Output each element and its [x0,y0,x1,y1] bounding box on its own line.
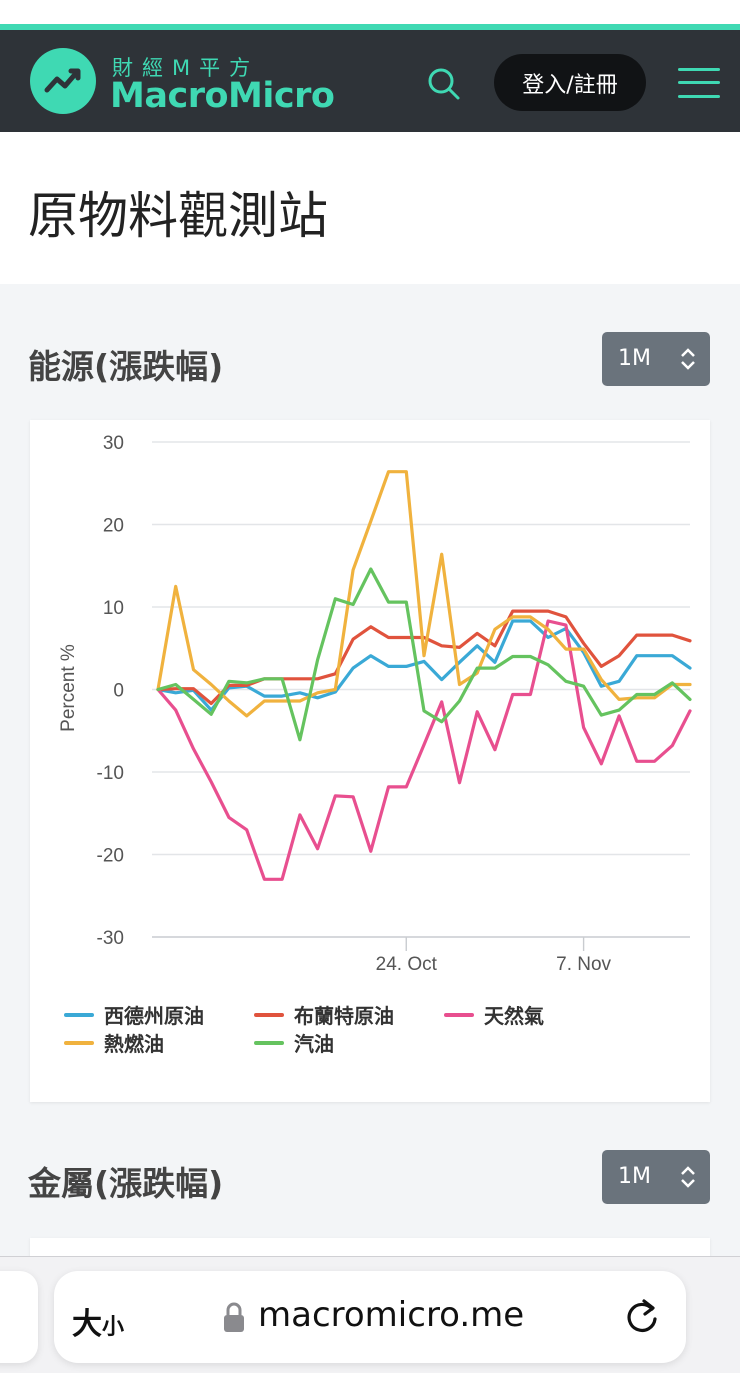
address-bar[interactable]: 大小 macromicro.me [54,1271,686,1363]
series-line[interactable] [156,609,692,706]
text-size-small-label: 小 [102,1315,125,1340]
period-select-value: 1M [618,346,651,371]
legend-swatch [254,1012,284,1017]
legend-swatch [444,1012,474,1017]
x-tick-label: 24. Oct [376,954,438,975]
text-size-large-label: 大 [72,1307,102,1342]
hamburger-menu-icon[interactable] [678,66,720,100]
series-line[interactable] [156,619,692,881]
y-tick-label: 0 [113,681,124,702]
legend-label: 布蘭特原油 [294,1004,394,1028]
brand-name-english: MacroMicro [110,76,335,116]
page-title: 原物料觀測站 [28,187,328,245]
legend-label: 天然氣 [484,1004,544,1028]
period-select-energy[interactable]: 1M [602,332,710,386]
search-icon[interactable] [424,64,464,104]
legend-item[interactable]: 汽油 [254,1028,334,1057]
chevron-updown-icon [678,346,698,378]
legend-item[interactable]: 西德州原油 [64,1000,204,1029]
legend-label: 熱燃油 [104,1032,164,1056]
period-select-value: 1M [618,1164,651,1189]
y-tick-label: -30 [97,928,124,949]
y-axis-label: Percent % [58,644,79,732]
browser-top-strip [0,0,740,24]
legend-item[interactable]: 熱燃油 [64,1028,164,1057]
x-tick-label: 7. Nov [556,954,611,975]
series-line[interactable] [156,619,692,712]
reload-icon[interactable] [622,1297,662,1341]
previous-tab-card[interactable] [0,1271,38,1363]
y-tick-label: -10 [97,763,124,784]
y-tick-label: 10 [103,598,124,619]
y-tick-label: 30 [103,433,124,454]
legend-label: 西德州原油 [104,1004,204,1028]
brand-name-chinese: 財經M平方 [112,56,260,80]
y-tick-label: 20 [103,516,124,537]
browser-bottom-bar: 大小 macromicro.me [0,1256,740,1373]
series-line[interactable] [156,567,692,742]
title-area: 原物料觀測站 [0,132,740,284]
legend-label: 汽油 [294,1032,334,1056]
section-title-energy: 能源(漲跌幅) [28,347,224,386]
legend-swatch [64,1012,94,1017]
lock-icon [222,1301,246,1339]
energy-chart: 30 20 10 0 -10 -20 -30 24. Oct 7. Nov Percent % [58,433,692,975]
site-header: 財經M平方 MacroMicro 登入/註冊 [0,24,740,132]
y-tick-label: -20 [97,846,124,867]
series-line[interactable] [156,470,692,718]
text-size-button[interactable]: 大小 [72,1299,124,1343]
legend-swatch [254,1040,284,1045]
legend-swatch [64,1040,94,1045]
period-select-metals[interactable]: 1M [602,1150,710,1204]
section-title-metals: 金屬(漲跌幅) [28,1164,224,1203]
login-register-button[interactable]: 登入/註冊 [494,54,646,111]
legend-item[interactable]: 布蘭特原油 [254,1000,394,1029]
url-text: macromicro.me [258,1295,525,1335]
macromicro-logo-icon[interactable] [30,48,96,114]
legend-item[interactable]: 天然氣 [444,1000,544,1029]
chevron-updown-icon [678,1164,698,1196]
energy-chart-card: 30 20 10 0 -10 -20 -30 24. Oct 7. Nov Percent %… [30,420,710,1102]
